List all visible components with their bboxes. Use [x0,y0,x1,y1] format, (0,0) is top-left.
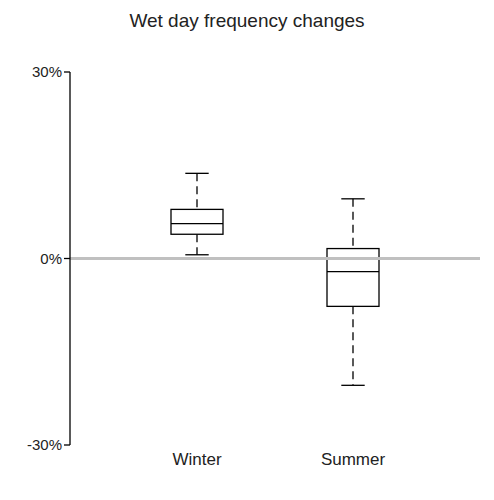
svg-text:0%: 0% [40,250,62,267]
svg-text:-30%: -30% [27,436,62,453]
svg-text:Winter: Winter [172,450,221,469]
svg-text:30%: 30% [32,63,62,80]
html-text:Wet day frequency changes: Wet day frequency changes [129,10,365,31]
svg-text:Summer: Summer [321,450,386,469]
